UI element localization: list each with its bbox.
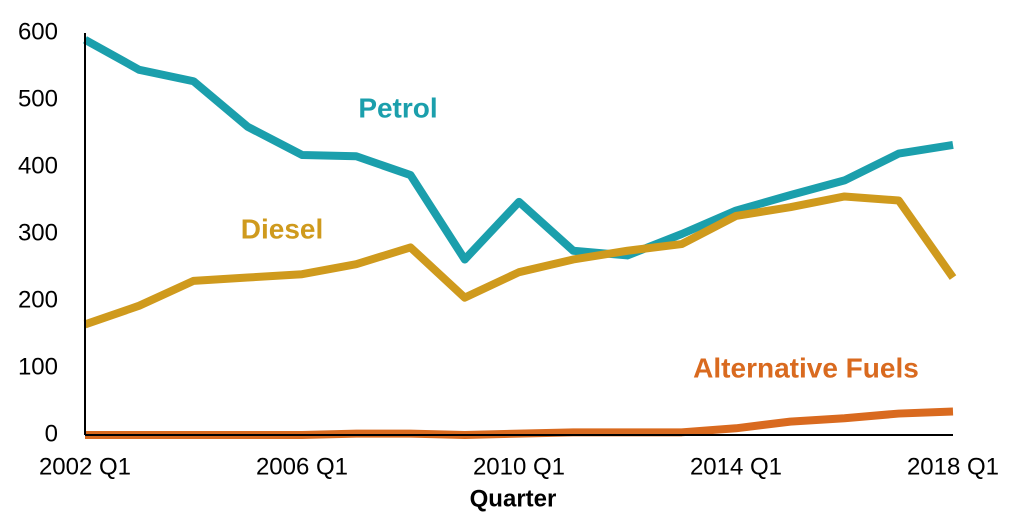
y-tick-label: 100	[18, 353, 58, 380]
series-line	[83, 36, 954, 264]
series-label: Petrol	[358, 92, 437, 123]
x-tick-label: 2018 Q1	[907, 453, 999, 480]
y-tick-label: 400	[18, 152, 58, 179]
x-tick-label: 2014 Q1	[690, 453, 782, 480]
y-tick-label: 0	[45, 420, 58, 447]
series-line	[83, 192, 957, 329]
y-tick-label: 200	[18, 286, 58, 313]
y-tick-label: 300	[18, 219, 58, 246]
x-tick-label: 2010 Q1	[473, 453, 565, 480]
x-tick-label: 2002 Q1	[39, 453, 131, 480]
series-label: Alternative Fuels	[693, 352, 919, 383]
y-tick-label: 500	[18, 85, 58, 112]
series-line	[85, 407, 954, 439]
series-label: Diesel	[241, 213, 324, 244]
x-tick-label: 2006 Q1	[256, 453, 348, 480]
x-axis-title: Quarter	[470, 485, 557, 512]
y-tick-label: 600	[18, 18, 58, 45]
